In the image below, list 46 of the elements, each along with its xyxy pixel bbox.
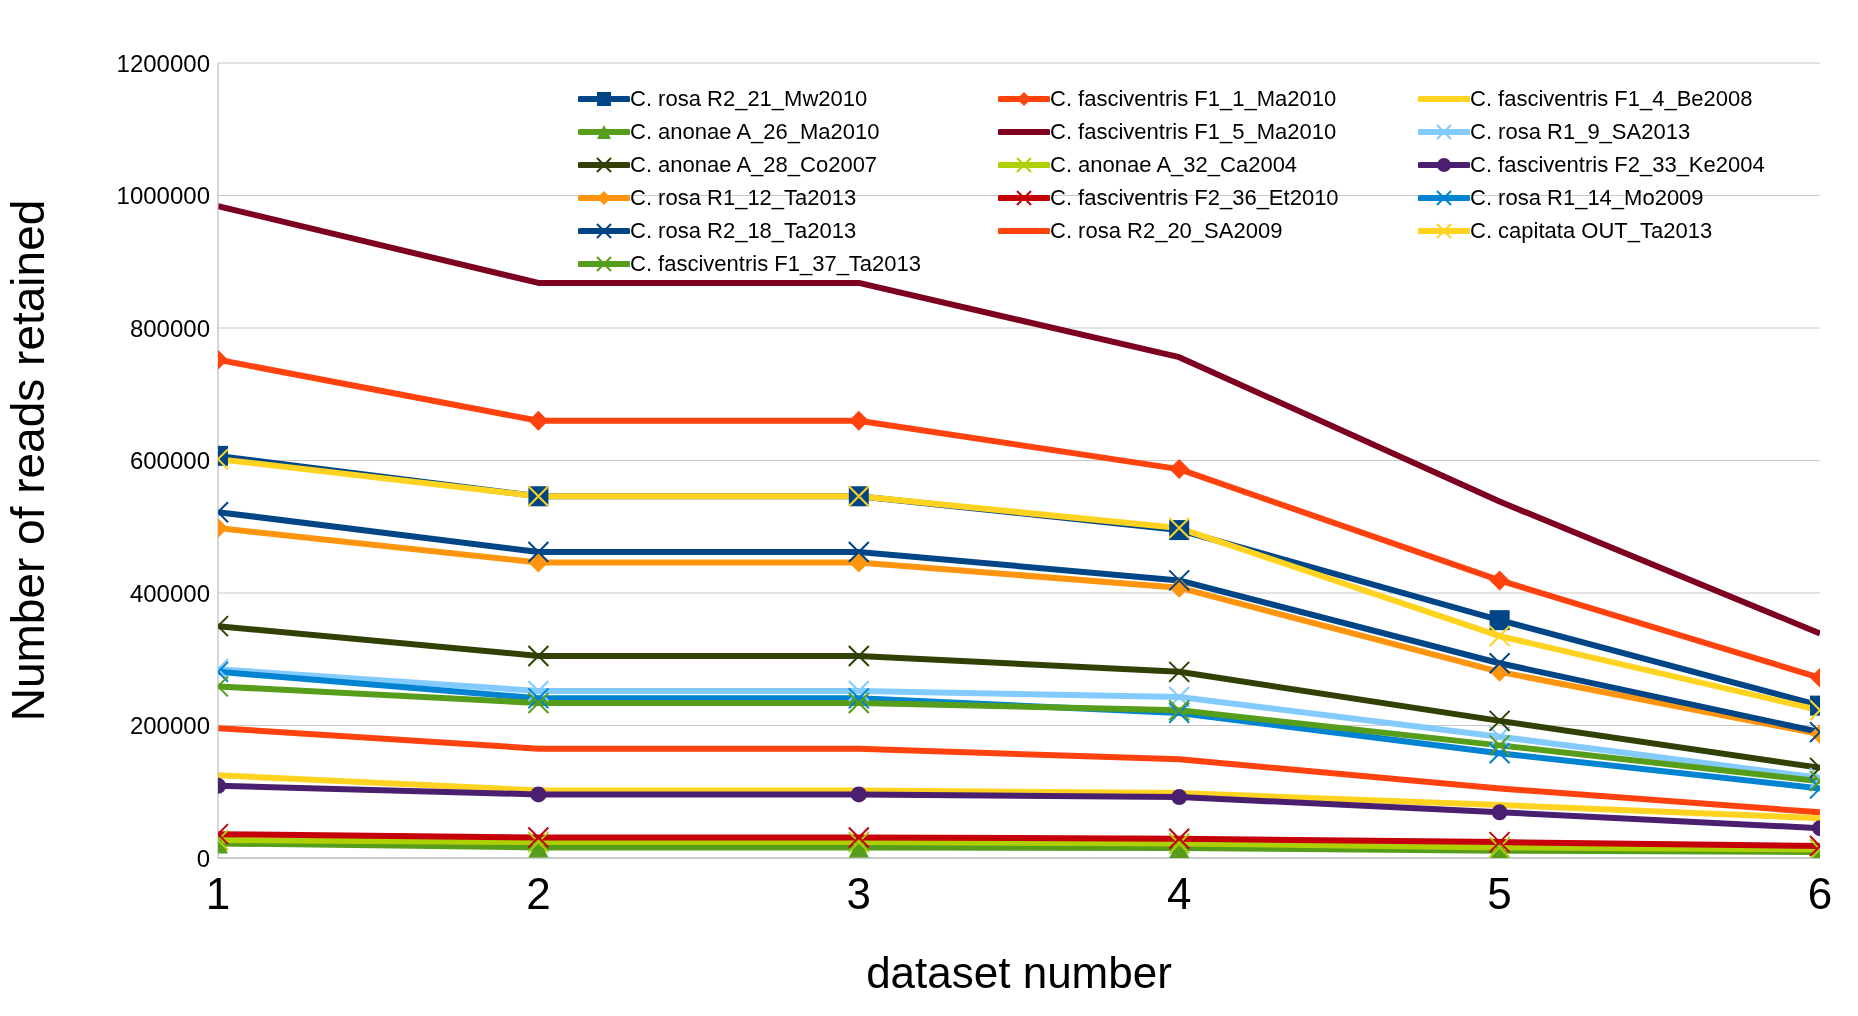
point [850, 786, 867, 803]
legend-label: C. rosa R2_21_Mw2010 [630, 85, 868, 112]
legend-label: C. capitata OUT_Ta2013 [1470, 217, 1713, 244]
point [1168, 686, 1191, 709]
y-tick-label: 800000 [129, 314, 210, 342]
legend-label: C. fasciventris F1_4_Be2008 [1470, 85, 1753, 112]
x-tick-label: 4 [1166, 869, 1192, 919]
point [847, 680, 870, 703]
point [1168, 827, 1191, 850]
legend-label: C. rosa R1_14_Mo2009 [1470, 184, 1704, 211]
legend-label: C. anonae A_26_Ma2010 [630, 118, 880, 145]
legend-label: C. rosa R1_9_SA2013 [1470, 118, 1691, 145]
legend-label: C. anonae A_32_Ca2004 [1050, 151, 1298, 178]
point [847, 831, 870, 854]
y-axis-title: Number of reads retained [2, 199, 55, 722]
point [1168, 569, 1191, 592]
y-tick-label: 1200000 [116, 49, 210, 77]
legend-label: C. anonae A_28_Co2007 [630, 151, 878, 178]
y-tick-label: 0 [196, 844, 210, 872]
legend-label: C. fasciventris F1_37_Ta2013 [630, 250, 922, 277]
legend-label: C. rosa R2_18_Ta2013 [630, 217, 857, 244]
legend-label: C. fasciventris F2_36_Et2010 [1050, 184, 1339, 211]
x-tick-label: 3 [846, 869, 872, 919]
legend-label: C. rosa R1_12_Ta2013 [630, 184, 857, 211]
x-tick-label: 1 [205, 869, 231, 919]
x-axis-title: dataset number [866, 948, 1172, 997]
point [848, 552, 869, 573]
y-tick-label: 200000 [129, 712, 210, 740]
x-tick-label: 5 [1487, 869, 1512, 919]
x-tick-label: 6 [1807, 869, 1833, 919]
y-tick-label: 400000 [129, 579, 210, 607]
y-tick-label: 1000000 [116, 182, 210, 210]
point [1171, 789, 1188, 806]
x-tick-label: 2 [526, 869, 551, 919]
legend-label: C. fasciventris F2_33_Ke2004 [1470, 151, 1765, 178]
point [847, 826, 870, 849]
legend-label: C. fasciventris F1_1_Ma2010 [1050, 85, 1337, 112]
point [847, 540, 870, 563]
point [847, 644, 870, 667]
point [1169, 459, 1190, 480]
legend-label: C. rosa R2_20_SA2009 [1050, 217, 1283, 244]
point [848, 410, 869, 431]
point [1168, 660, 1191, 683]
y-tick-label: 600000 [129, 447, 210, 475]
legend-label: C. fasciventris F1_5_Ma2010 [1050, 118, 1337, 145]
point [1168, 832, 1191, 855]
